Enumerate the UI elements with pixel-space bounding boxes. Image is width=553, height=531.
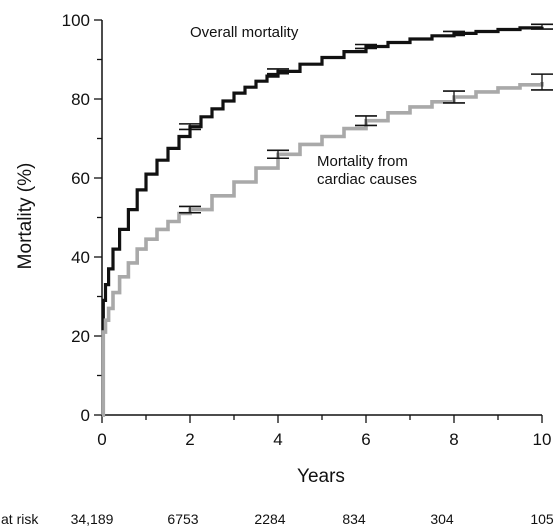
y-tick-label: 0 [81,406,90,425]
x-tick-label: 0 [97,430,106,449]
y-tick-label: 20 [71,327,90,346]
axes: 0 20 40 60 80 100 0 2 4 6 8 10 [62,11,552,449]
y-tick-label: 60 [71,169,90,188]
at-risk-value: 2284 [254,511,285,527]
at-risk-label: at risk [1,511,39,527]
series-line-cardiac [101,82,544,417]
x-tick-label: 4 [273,430,282,449]
annotation-cardiac-line-2: cardiac causes [317,171,417,188]
at-risk-value: 304 [430,511,454,527]
at-risk-value: 6753 [167,511,198,527]
y-tick-label: 40 [71,248,90,267]
at-risk-value: 105 [530,511,553,527]
x-tick-label: 10 [533,430,552,449]
annotation-cardiac-line-1: Mortality from [317,153,408,170]
series-line-overall [101,26,544,417]
at-risk-value: 34,189 [71,511,114,527]
y-tick-label: 100 [62,11,90,30]
x-tick-label: 8 [449,430,458,449]
at-risk-value: 834 [342,511,366,527]
at-risk-values: 34,189 6753 2284 834 304 105 [71,511,553,527]
x-axis-title: Years [297,466,345,487]
y-axis-title: Mortality (%) [15,163,36,270]
annotation-overall-mortality: Overall mortality [190,24,299,41]
y-tick-label: 80 [71,90,90,109]
x-tick-label: 2 [185,430,194,449]
x-tick-label: 6 [361,430,370,449]
series-layer [101,23,553,417]
